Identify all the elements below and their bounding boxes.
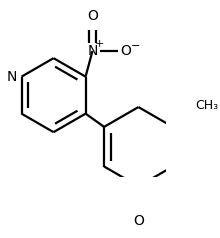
Text: CH₃: CH₃	[195, 99, 218, 112]
Text: +: +	[95, 39, 104, 49]
Text: N: N	[87, 44, 98, 58]
Text: N: N	[7, 70, 17, 84]
Text: O: O	[120, 44, 131, 58]
Text: O: O	[87, 9, 98, 23]
Text: O: O	[133, 214, 144, 228]
Text: −: −	[131, 41, 140, 51]
